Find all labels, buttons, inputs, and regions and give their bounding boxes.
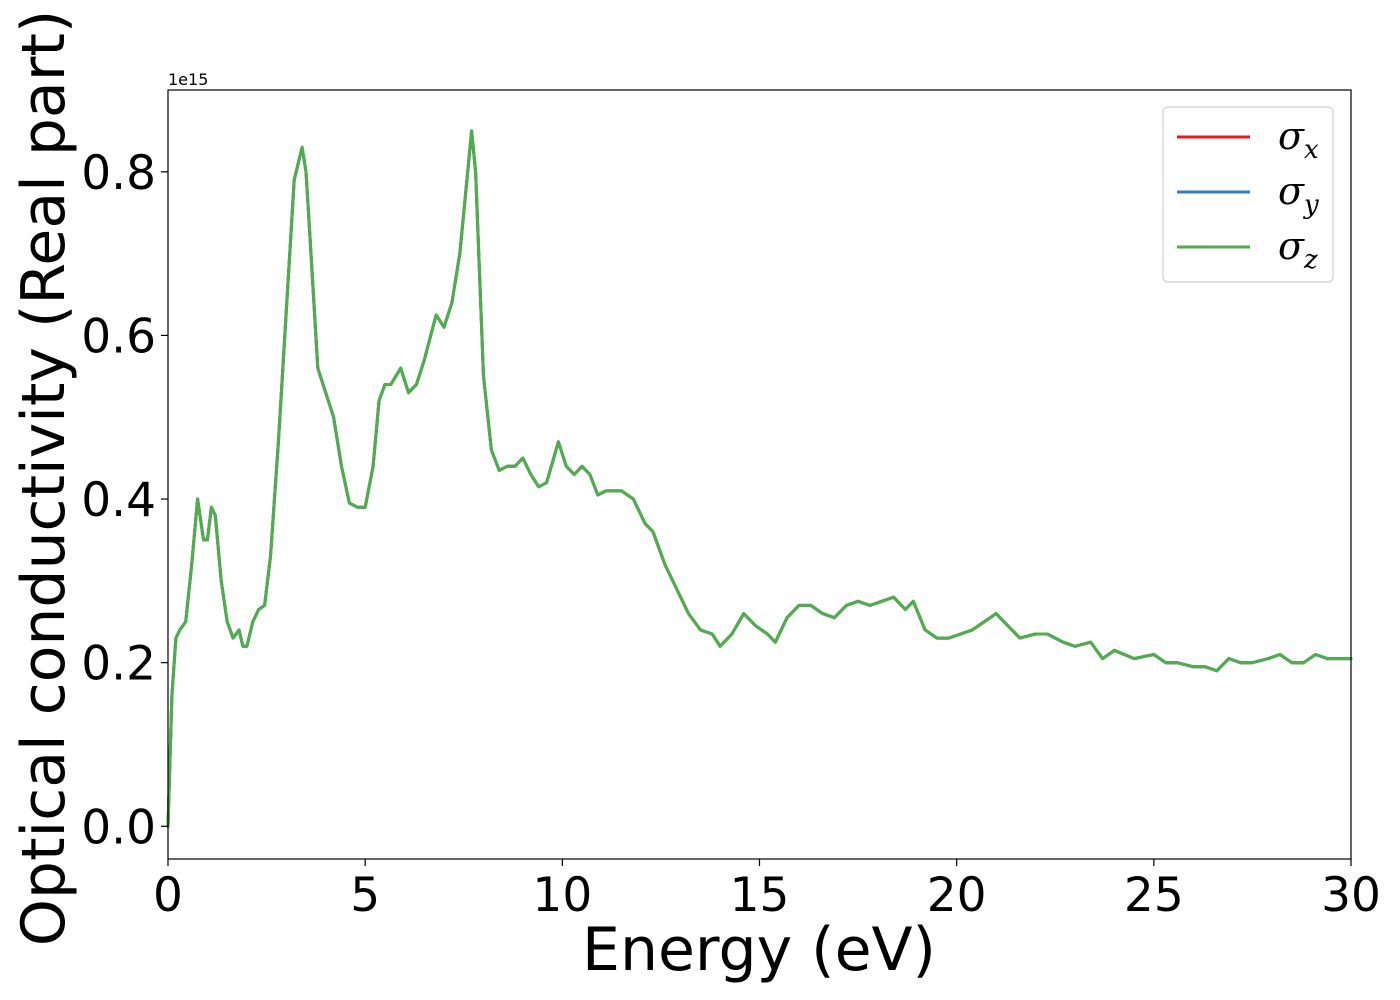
x-tick-label: 15 <box>730 868 790 923</box>
x-axis-title: Energy (eV) <box>582 915 936 985</box>
legend-label-x: σx <box>1278 114 1319 165</box>
x-tick-label: 20 <box>927 868 987 923</box>
y-tick-label: 0.2 <box>81 637 156 692</box>
x-tick-label: 30 <box>1321 868 1381 923</box>
y-tick-label: 0.4 <box>81 473 156 528</box>
y-tick-label: 0.8 <box>81 146 156 201</box>
legend-label-z: σz <box>1278 224 1318 275</box>
x-tick-label: 5 <box>350 868 380 923</box>
y-tick-label: 0.0 <box>81 800 156 855</box>
y-axis: 0.0 0.2 0.4 0.6 0.8 <box>81 146 168 855</box>
y-axis-title: Optical conductivity (Real part) <box>9 10 79 947</box>
legend-box <box>1162 106 1334 283</box>
x-tick-label: 25 <box>1124 868 1184 923</box>
y-tick-label: 0.6 <box>81 309 156 364</box>
y-offset-label: 1e15 <box>168 70 208 89</box>
x-tick-label: 0 <box>153 868 183 923</box>
series-layer <box>166 129 1353 828</box>
x-tick-label: 10 <box>532 868 592 923</box>
series-line-z <box>166 129 1353 828</box>
x-axis: 0 5 10 15 20 25 30 <box>153 859 1381 923</box>
legend-label-y: σy <box>1278 169 1319 220</box>
